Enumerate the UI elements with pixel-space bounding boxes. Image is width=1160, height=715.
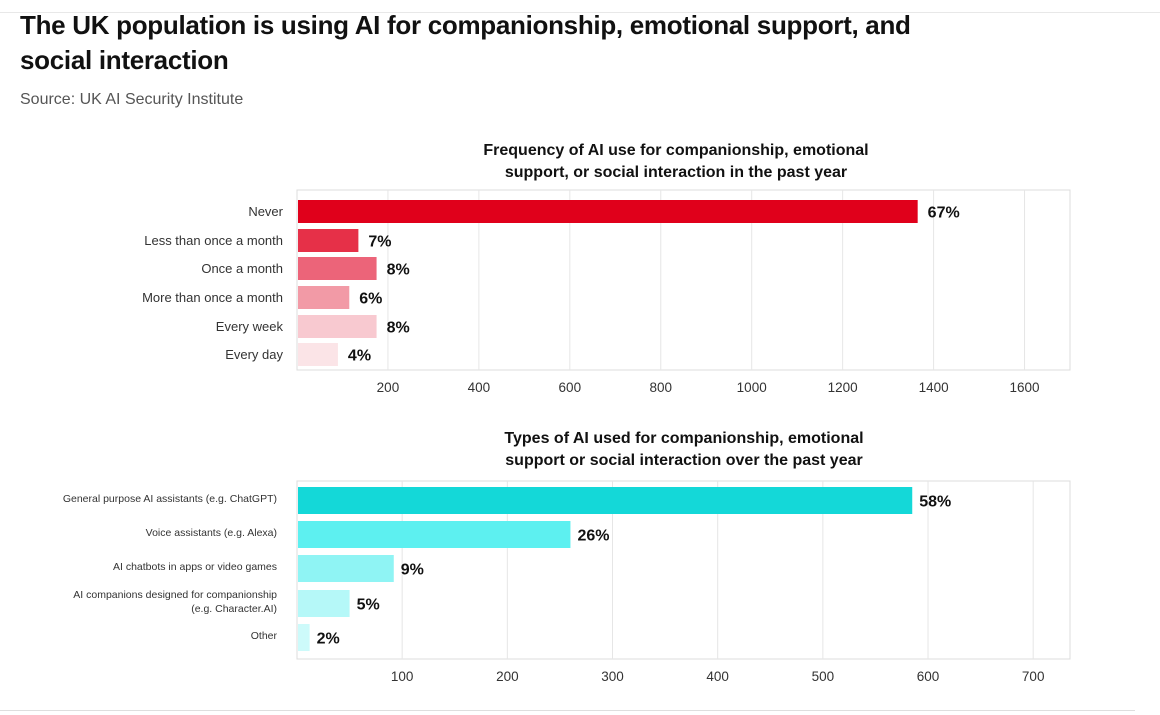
data-label: 6% xyxy=(359,291,382,308)
category-label: Every day xyxy=(225,347,283,362)
bar xyxy=(298,257,377,280)
chart-2: Types of AI used for companionship, emot… xyxy=(63,430,1071,684)
category-label: Voice assistants (e.g. Alexa) xyxy=(146,527,277,539)
chart-1-frame xyxy=(296,189,1071,371)
data-label: 8% xyxy=(387,262,410,279)
x-tick-label: 1400 xyxy=(919,380,949,395)
bar xyxy=(298,343,338,366)
category-label: Never xyxy=(248,204,283,219)
chart-2-frame xyxy=(296,480,1071,660)
data-label: 5% xyxy=(357,597,380,614)
x-tick-label: 700 xyxy=(1022,669,1045,684)
category-label: (e.g. Character.AI) xyxy=(191,603,277,615)
page-title: The UK population is using AI for compan… xyxy=(20,10,911,75)
x-tick-label: 1600 xyxy=(1010,380,1040,395)
chart-1-title-line-1: Frequency of AI use for companionship, e… xyxy=(483,142,868,159)
bar xyxy=(298,286,350,309)
bottom-divider xyxy=(0,710,1135,711)
bar xyxy=(298,200,918,223)
x-tick-label: 100 xyxy=(391,669,414,684)
data-label: 4% xyxy=(348,348,371,365)
bar xyxy=(298,624,310,651)
x-tick-label: 1000 xyxy=(737,380,767,395)
data-label: 7% xyxy=(368,234,391,251)
data-label: 9% xyxy=(401,562,424,579)
top-divider xyxy=(0,12,1160,13)
category-label: AI chatbots in apps or video games xyxy=(113,561,277,573)
chart-2-title-line-2: support or social interaction over the p… xyxy=(505,452,862,469)
category-label: AI companions designed for companionship xyxy=(73,589,277,601)
data-label: 26% xyxy=(577,528,609,545)
category-label: More than once a month xyxy=(142,290,283,305)
x-tick-label: 600 xyxy=(917,669,940,684)
chart-1: Frequency of AI use for companionship, e… xyxy=(142,142,1071,395)
x-tick-label: 200 xyxy=(496,669,519,684)
bar xyxy=(298,487,913,514)
x-tick-label: 200 xyxy=(377,380,400,395)
data-label: 8% xyxy=(387,320,410,337)
data-label: 2% xyxy=(317,631,340,648)
x-tick-label: 400 xyxy=(468,380,491,395)
source-caption: Source: UK AI Security Institute xyxy=(20,91,244,108)
data-label: 67% xyxy=(928,205,960,222)
x-tick-label: 400 xyxy=(706,669,729,684)
chart-1-title-line-2: support, or social interaction in the pa… xyxy=(505,164,847,181)
data-label: 58% xyxy=(919,494,951,511)
bar xyxy=(298,315,377,338)
category-label: General purpose AI assistants (e.g. Chat… xyxy=(63,493,277,505)
x-tick-label: 300 xyxy=(601,669,624,684)
category-label: Less than once a month xyxy=(144,233,283,248)
category-label: Other xyxy=(251,630,278,642)
category-label: Every week xyxy=(216,319,284,334)
x-tick-label: 500 xyxy=(812,669,835,684)
chart-2-title-line-1: Types of AI used for companionship, emot… xyxy=(504,430,863,447)
x-tick-label: 600 xyxy=(559,380,582,395)
x-tick-label: 800 xyxy=(649,380,672,395)
category-label: Once a month xyxy=(201,261,283,276)
bar xyxy=(298,590,350,617)
bar xyxy=(298,555,394,582)
bar xyxy=(298,229,359,252)
bar xyxy=(298,521,571,548)
x-tick-label: 1200 xyxy=(828,380,858,395)
